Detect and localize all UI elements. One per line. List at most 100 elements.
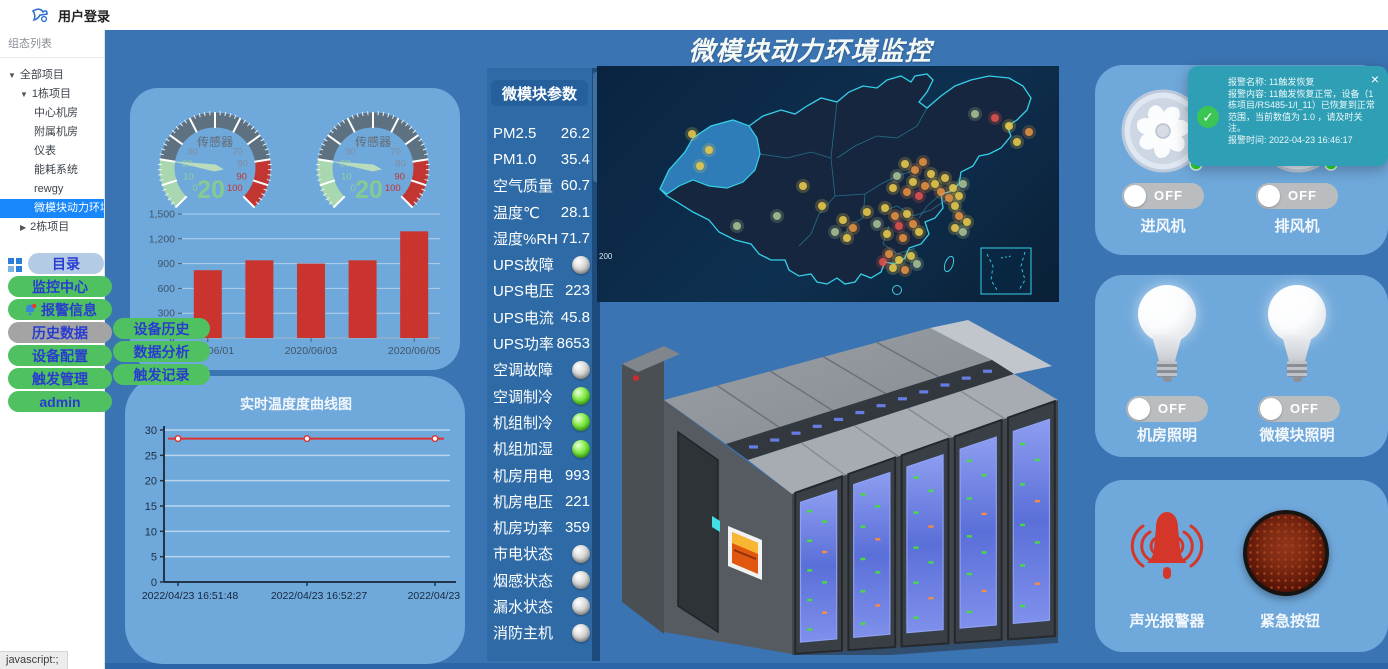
svg-text:10: 10 [183, 172, 194, 183]
intake-fan-label: 进风机 [1140, 218, 1186, 235]
bell-icon [26, 303, 37, 315]
param-row-0: PM2.5 26.2 [493, 124, 590, 142]
parameters-scrollbar[interactable] [592, 68, 600, 661]
intake-fan-icon [1121, 89, 1205, 173]
svg-text:30: 30 [345, 147, 356, 158]
submenu-item-0[interactable]: 设备历史 [113, 318, 210, 339]
menu-item-admin[interactable]: admin [8, 391, 112, 412]
tree-item-0[interactable]: ▼ 全部项目 [8, 69, 64, 81]
exhaust-fan-label: 排风机 [1274, 218, 1320, 235]
tree-item-6[interactable]: rewgy [34, 183, 64, 195]
tree-item-8[interactable]: ▶ 2栋项目 [20, 221, 70, 233]
param-value: 28.1 [560, 203, 590, 221]
close-icon[interactable]: × [1370, 71, 1379, 87]
page-title: 微模块动力环境监控 [688, 36, 932, 66]
app-logo-icon [31, 8, 48, 23]
svg-text:40: 40 [355, 138, 366, 149]
china-map [659, 73, 1036, 295]
menu-item-4[interactable]: 设备配置 [8, 345, 112, 366]
china-outline [659, 73, 1032, 285]
user-login-button[interactable]: 用户登录 [58, 8, 111, 24]
param-value: 993 [564, 466, 590, 484]
project-tree: ▼ 全部项目 ▼ 1栋项目中心机房附属机房仪表能耗系统 rewgy 微模块动力环境 ▶ 2栋项… [0, 66, 104, 237]
sensor-gauge-right: 0102030405060708090100传感器20 [316, 111, 430, 209]
map-scale-label: 200 [599, 252, 613, 261]
emergency-button-icon[interactable] [1243, 510, 1329, 596]
status-led-off [572, 597, 590, 616]
svg-text:5: 5 [151, 552, 157, 564]
svg-text:1,200: 1,200 [149, 233, 175, 245]
tree-item-3[interactable]: 附属机房 [34, 126, 78, 138]
sidebar-header: 组态列表 [0, 30, 104, 58]
svg-text:90: 90 [236, 172, 247, 183]
chevron-right-icon[interactable]: ▶ [20, 223, 27, 232]
svg-text:30: 30 [145, 425, 157, 437]
siren-label: 声光报警器 [1129, 613, 1205, 630]
svg-text:60: 60 [380, 138, 391, 149]
param-value: 35.4 [560, 150, 590, 168]
status-led-on [572, 439, 590, 458]
module-light-label: 微模块照明 [1259, 427, 1335, 444]
svg-text:300: 300 [157, 308, 175, 320]
param-row-5: UPS故障 [493, 251, 590, 277]
submenu-item-2[interactable]: 触发记录 [113, 364, 210, 385]
chevron-down-icon[interactable]: ▼ [8, 71, 16, 80]
room-light-label: 机房照明 [1136, 427, 1197, 444]
param-row-12: 机组加湿 [493, 436, 590, 462]
svg-text:15: 15 [145, 501, 157, 513]
menu-item-0[interactable]: 目录 [28, 253, 104, 274]
parameters-list: PM2.5 26.2 PM1.0 35.4 空气质量 60.7 温度℃ 28.1 湿度%RH 71… [493, 120, 590, 646]
roof-ridge [930, 320, 1052, 374]
chevron-down-icon[interactable]: ▼ [20, 90, 28, 99]
menu-item-2[interactable]: 报警信息 [8, 299, 112, 320]
param-value: 359 [564, 519, 590, 537]
param-row-11: 机组制冷 [493, 409, 590, 435]
param-value: 223 [564, 282, 590, 300]
tree-item-7[interactable]: 微模块动力环境 [0, 199, 104, 218]
submenu-item-1[interactable]: 数据分析 [113, 341, 210, 362]
param-row-13: 机房用电 993 [493, 466, 590, 485]
svg-text:0: 0 [151, 577, 157, 589]
main-menu: 目录 监控中心 报警信息 历史数据 设备配置 触发管理 admin [8, 253, 118, 414]
room-light-toggle[interactable]: OFF [1126, 396, 1208, 422]
status-led-on [572, 413, 590, 432]
param-row-7: UPS电流 45.8 [493, 308, 590, 327]
menu-item-3[interactable]: 历史数据 [8, 322, 112, 343]
top-bar: 用户登录 [0, 0, 1388, 30]
emergency-button-label: 紧急按钮 [1259, 613, 1320, 630]
param-row-1: PM1.0 35.4 [493, 150, 590, 168]
svg-text:30: 30 [187, 147, 198, 158]
svg-text:10: 10 [145, 526, 157, 538]
intake-fan-toggle[interactable]: OFF [1122, 183, 1204, 209]
alarm-popup-body: 报警名称: 11触发恢复 报警内容: 11触发恢复正常，设备（1栋项目/RS48… [1228, 77, 1375, 145]
svg-text:20: 20 [197, 176, 225, 204]
menu-item-5[interactable]: 触发管理 [8, 368, 112, 389]
footer-strip [105, 663, 1388, 669]
side-door [677, 430, 719, 634]
alarm-devices-card: 声光报警器 紧急按钮 [1095, 480, 1388, 652]
parameters-title: 微模块参数 [491, 80, 588, 106]
param-value: 8653 [556, 335, 590, 353]
exhaust-fan-toggle[interactable]: OFF [1256, 183, 1338, 209]
module-light-toggle[interactable]: OFF [1258, 396, 1340, 422]
svg-text:1,500: 1,500 [149, 209, 175, 221]
side-control-screen [728, 526, 762, 580]
tree-item-1[interactable]: ▼ 1栋项目 [20, 88, 72, 100]
status-led-off [572, 255, 590, 274]
menu-item-1[interactable]: 监控中心 [8, 276, 112, 297]
param-row-14: 机房电压 221 [493, 492, 590, 511]
status-led-on [572, 387, 590, 406]
tree-item-4[interactable]: 仪表 [34, 145, 56, 157]
param-row-17: 烟感状态 [493, 567, 590, 593]
svg-text:2022/04/23 16:52:27: 2022/04/23 16:52:27 [271, 590, 368, 602]
param-value: 26.2 [560, 124, 590, 142]
svg-text:20: 20 [355, 176, 383, 204]
svg-text:2022/04/23 16:51:48: 2022/04/23 16:51:48 [142, 590, 239, 602]
status-led-off [572, 544, 590, 563]
status-led-off [572, 623, 590, 642]
check-circle-icon: ✓ [1197, 106, 1219, 128]
svg-text:900: 900 [157, 258, 175, 270]
tree-item-2[interactable]: 中心机房 [34, 107, 78, 119]
roof-upper [664, 328, 992, 444]
tree-item-5[interactable]: 能耗系统 [34, 164, 78, 176]
